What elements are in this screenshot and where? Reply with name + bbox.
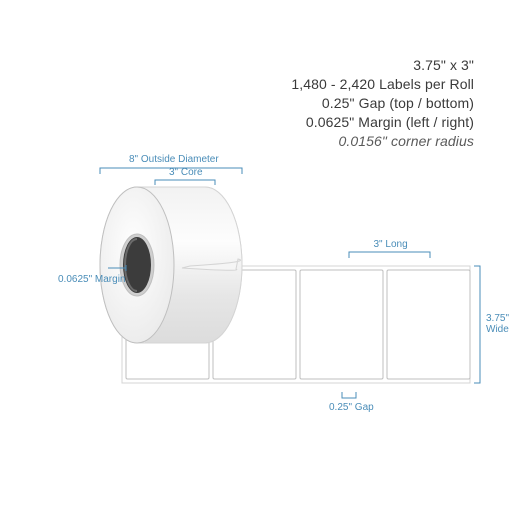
label-roll-diagram: 8" Outside Diameter 3" Core 0.0625" Marg…	[0, 150, 512, 450]
ann-margin-left: 0.0625" Margin	[58, 274, 125, 285]
ann-wide: 3.75" Wide	[486, 313, 509, 335]
spec-block: 3.75" x 3" 1,480 - 2,420 Labels per Roll…	[291, 56, 474, 150]
ann-core: 3" Core	[169, 167, 203, 178]
ann-gap: 0.25" Gap	[329, 402, 374, 413]
spec-margin: 0.0625" Margin (left / right)	[291, 113, 474, 132]
spec-gap: 0.25" Gap (top / bottom)	[291, 94, 474, 113]
spec-labels-per-roll: 1,480 - 2,420 Labels per Roll	[291, 75, 474, 94]
roll-svg	[0, 150, 512, 450]
spec-size: 3.75" x 3"	[291, 56, 474, 75]
spec-corner-radius: 0.0156" corner radius	[291, 132, 474, 151]
ann-outside-diameter: 8" Outside Diameter	[129, 154, 219, 165]
ann-long: 3" Long	[374, 239, 408, 250]
